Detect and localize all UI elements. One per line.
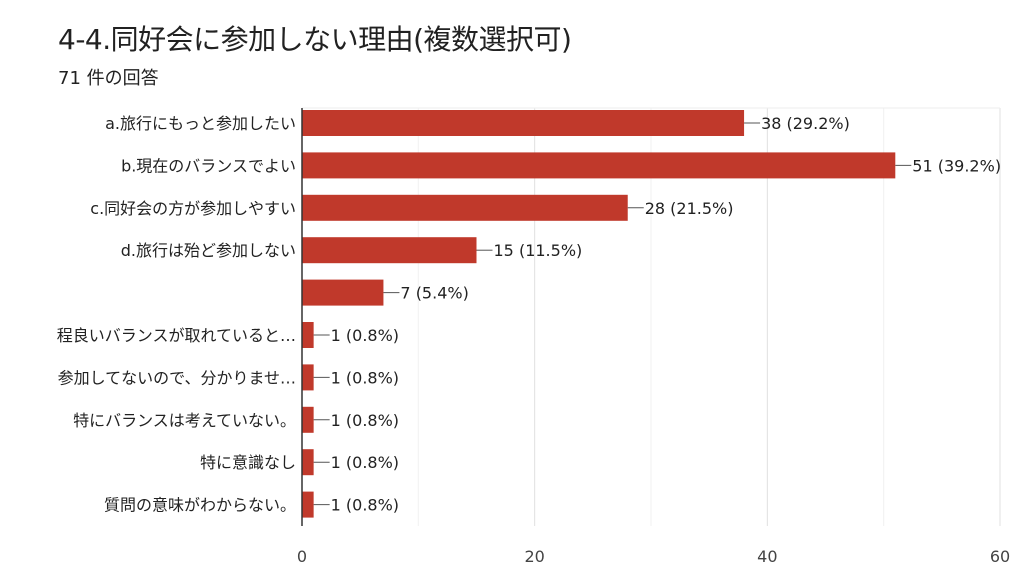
x-tick-label: 20 bbox=[524, 547, 544, 566]
category-label: 質問の意味がわからない。 bbox=[104, 496, 296, 515]
data-label: 7 (5.4%) bbox=[400, 284, 468, 303]
bar bbox=[302, 491, 314, 518]
bar bbox=[302, 279, 384, 306]
bar bbox=[302, 364, 314, 391]
data-label: 1 (0.8%) bbox=[331, 326, 399, 345]
category-label: d.旅行は殆ど参加しない bbox=[121, 241, 296, 260]
bar bbox=[302, 152, 896, 179]
data-label: 51 (39.2%) bbox=[912, 156, 1001, 175]
bar bbox=[302, 449, 314, 476]
data-label: 1 (0.8%) bbox=[331, 453, 399, 472]
data-label: 28 (21.5%) bbox=[645, 199, 734, 218]
category-label: 参加してないので、分かりませ… bbox=[58, 368, 296, 387]
category-label: 特に意識なし bbox=[200, 453, 296, 472]
category-label: 程良いバランスが取れていると… bbox=[57, 326, 296, 345]
category-label: c.同好会の方が参加しやすい bbox=[90, 199, 296, 218]
x-tick-label: 60 bbox=[990, 547, 1010, 566]
bar bbox=[302, 194, 628, 221]
bar bbox=[302, 322, 314, 348]
category-label: b.現在のバランスでよい bbox=[121, 156, 296, 175]
x-tick-label: 40 bbox=[757, 547, 777, 566]
category-label: 特にバランスは考えていない。 bbox=[73, 411, 296, 430]
data-label: 1 (0.8%) bbox=[331, 496, 399, 515]
response-count: 71 件の回答 bbox=[58, 68, 159, 89]
data-label: 38 (29.2%) bbox=[761, 114, 850, 133]
chart-title: 4-4.同好会に参加しない理由(複数選択可) bbox=[58, 23, 572, 56]
category-label: a.旅行にもっと参加したい bbox=[105, 114, 296, 133]
bar bbox=[302, 110, 745, 136]
data-label: 15 (11.5%) bbox=[494, 241, 583, 260]
data-label: 1 (0.8%) bbox=[331, 368, 399, 387]
bar bbox=[302, 406, 314, 433]
x-tick-label: 0 bbox=[297, 547, 307, 566]
bar bbox=[302, 237, 477, 264]
data-label: 1 (0.8%) bbox=[331, 411, 399, 430]
